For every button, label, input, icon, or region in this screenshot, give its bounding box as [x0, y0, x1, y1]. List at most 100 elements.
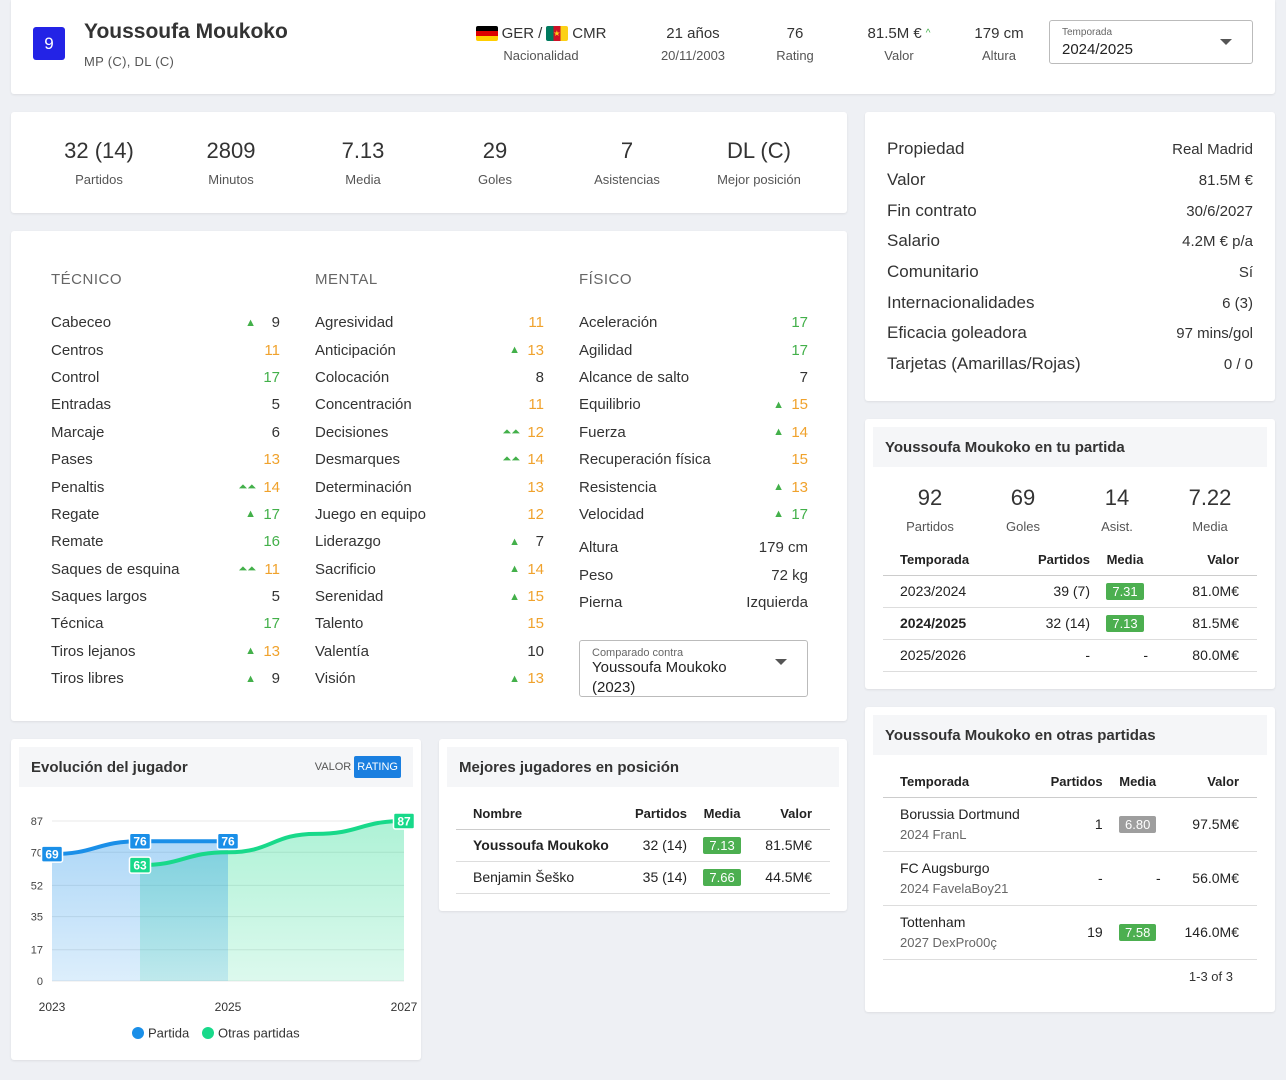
value-value: 81.5M €	[867, 24, 922, 42]
cell-primary: 2024/2025	[883, 607, 1013, 640]
attribute-value: 13	[263, 642, 280, 660]
attribute-value: 15	[791, 451, 808, 469]
rating-badge: 7.13	[1106, 614, 1144, 632]
compare-select-value: Youssoufa Moukoko (2023)	[592, 659, 727, 696]
nationality-separator: /	[538, 24, 543, 42]
attribute-value: 17	[791, 505, 808, 523]
legend-label[interactable]: Partida	[148, 1026, 190, 1041]
attribute-row: Saques largos 5	[51, 583, 280, 610]
cell-primary: Tottenham 2027 DexPro00ç	[883, 905, 1043, 960]
summary-stat: 29 Goles	[429, 138, 561, 187]
best-players-table: Nombre Partidos Media Valor Youssoufa Mo…	[456, 799, 830, 894]
attribute-row: Agresividad 11	[315, 309, 544, 336]
attribute-row: Velocidad ▲ 17	[579, 501, 808, 528]
mental-title: MENTAL	[315, 271, 378, 288]
rating-empty: -	[1143, 647, 1148, 663]
attribute-value: 15	[791, 396, 808, 414]
y-tick-label: 35	[31, 912, 43, 924]
summary-value: 29	[482, 138, 508, 163]
your-game-title: Youssoufa Moukoko en tu partida	[873, 427, 1267, 467]
attribute-row: Control 17	[51, 364, 280, 391]
attribute-arrow-icon: ▲	[509, 344, 520, 357]
attribute-row: Marcaje 6	[51, 419, 280, 446]
attribute-name: Liderazgo	[315, 533, 381, 551]
attribute-row: Técnica 17	[51, 610, 280, 637]
attribute-value: 5	[271, 588, 280, 606]
attribute-name: Desmarques	[315, 451, 401, 469]
cell-primary: 2025/2026	[883, 639, 1013, 672]
compare-select[interactable]: Comparado contra Youssoufa Moukoko (2023…	[579, 640, 808, 697]
physical-attribute-list: Aceleración 17 Agilidad 17 Alcance de salto 7…	[579, 309, 808, 528]
summary-stat: 32 (14) Partidos	[33, 138, 165, 187]
attribute-name: Tiros libres	[51, 670, 124, 688]
attribute-arrow-icon: ⏶⏶	[502, 425, 520, 438]
column-header: Media	[1090, 545, 1160, 576]
table-row[interactable]: 2025/2026- -80.0M€	[883, 639, 1257, 672]
rating-empty: -	[1155, 870, 1161, 886]
toggle-rating[interactable]: RATING	[354, 756, 401, 778]
legend-dot[interactable]	[132, 1027, 144, 1039]
attribute-name: Colocación	[315, 368, 390, 386]
table-row[interactable]: Youssoufa Moukoko 32 (14) 7.13 81.5M€	[456, 829, 830, 862]
attribute-row: Recuperación física 15	[579, 446, 808, 473]
attribute-value: 9	[271, 314, 280, 332]
extra-value: Izquierda	[746, 593, 808, 611]
technical-attribute-list: Cabeceo ▲ 9 Centros 11 Control 17 Entradas 5 Marc…	[51, 309, 280, 692]
attribute-row: Desmarques ⏶⏶ 14	[315, 446, 544, 473]
legend-dot[interactable]	[202, 1027, 214, 1039]
attribute-value: 13	[527, 341, 544, 359]
summary-value: 32 (14)	[64, 138, 134, 163]
season-select-label: Temporada	[1062, 27, 1113, 38]
best-players-title: Mejores jugadores en posición	[447, 747, 839, 787]
cell-name: 2024/2025	[900, 615, 967, 631]
attribute-name: Pases	[51, 451, 93, 469]
attribute-arrow-icon: ▲	[245, 672, 256, 685]
nationality-code-1: GER	[501, 24, 535, 42]
attribute-name: Anticipación	[315, 341, 396, 359]
attribute-name: Concentración	[315, 396, 412, 414]
attribute-name: Técnica	[51, 615, 104, 633]
summary-label: Media	[345, 172, 381, 187]
attribute-name: Regate	[51, 505, 100, 523]
player-positions: MP (C), DL (C)	[84, 54, 175, 69]
attribute-arrow-icon: ▲	[245, 645, 256, 658]
value-stat: 81.5M € ^ Valor	[849, 24, 949, 64]
table-row[interactable]: Tottenham 2027 DexPro00ç 19 7.58 146.0M€	[883, 905, 1257, 960]
cell-matches: 32 (14)	[1012, 607, 1090, 640]
attribute-name: Entradas	[51, 396, 112, 414]
table-row[interactable]: Borussia Dortmund 2024 FranL 1 6.80 97.5M€	[883, 797, 1257, 852]
table-row[interactable]: 2024/2025 32 (14) 7.13 81.5M€	[883, 607, 1257, 640]
attribute-arrow-icon: ⏶⏶	[502, 453, 520, 466]
contract-row: Valor 81.5M €	[887, 165, 1253, 195]
caret-down-icon	[1220, 39, 1232, 45]
table-row[interactable]: 2023/2024 39 (7) 7.31 81.0M€	[883, 575, 1257, 608]
attribute-name: Centros	[51, 341, 104, 359]
cell-name: 2023/2024	[900, 583, 967, 599]
player-header: 9 Youssoufa Moukoko MP (C), DL (C) GER /…	[11, 0, 1275, 94]
attribute-value: 17	[263, 505, 280, 523]
season-select[interactable]: Temporada 2024/2025	[1049, 20, 1253, 64]
legend-label[interactable]: Otras partidas	[218, 1026, 300, 1041]
summary-label: Mejor posición	[717, 172, 801, 187]
y-tick-label: 87	[31, 816, 43, 828]
height-stat: 179 cm Altura	[959, 24, 1039, 64]
attribute-value: 12	[527, 505, 544, 523]
attribute-name: Determinación	[315, 478, 412, 496]
attributes-panel: TÉCNICO MENTAL FÍSICO Cabeceo ▲ 9 Centros 11…	[11, 231, 847, 721]
cell-rating: 7.31	[1090, 575, 1160, 608]
contract-info: Propiedad Real Madrid Valor 81.5M € Fin co…	[865, 112, 1275, 401]
attribute-name: Remate	[51, 533, 104, 551]
cell-primary: 2023/2024	[883, 575, 1013, 608]
contract-key: Comunitario	[887, 262, 979, 281]
table-row[interactable]: Benjamin Šeško 35 (14) 7.66 44.5M€	[456, 861, 830, 894]
table-row[interactable]: FC Augsburgo 2024 FavelaBoy21- -56.0M€	[883, 851, 1257, 906]
toggle-value[interactable]: VALOR	[314, 761, 352, 773]
point-label-box	[128, 856, 152, 874]
attribute-arrow-icon: ⏶⏶	[238, 480, 256, 493]
cell-primary: Benjamin Šeško	[456, 861, 629, 894]
attribute-name: Saques largos	[51, 588, 147, 606]
y-tick-label: 70	[31, 847, 43, 859]
attribute-value: 13	[527, 670, 544, 688]
save-subtitle: 2024 FavelaBoy21	[900, 881, 1009, 896]
attribute-row: Valentía 10	[315, 638, 544, 665]
